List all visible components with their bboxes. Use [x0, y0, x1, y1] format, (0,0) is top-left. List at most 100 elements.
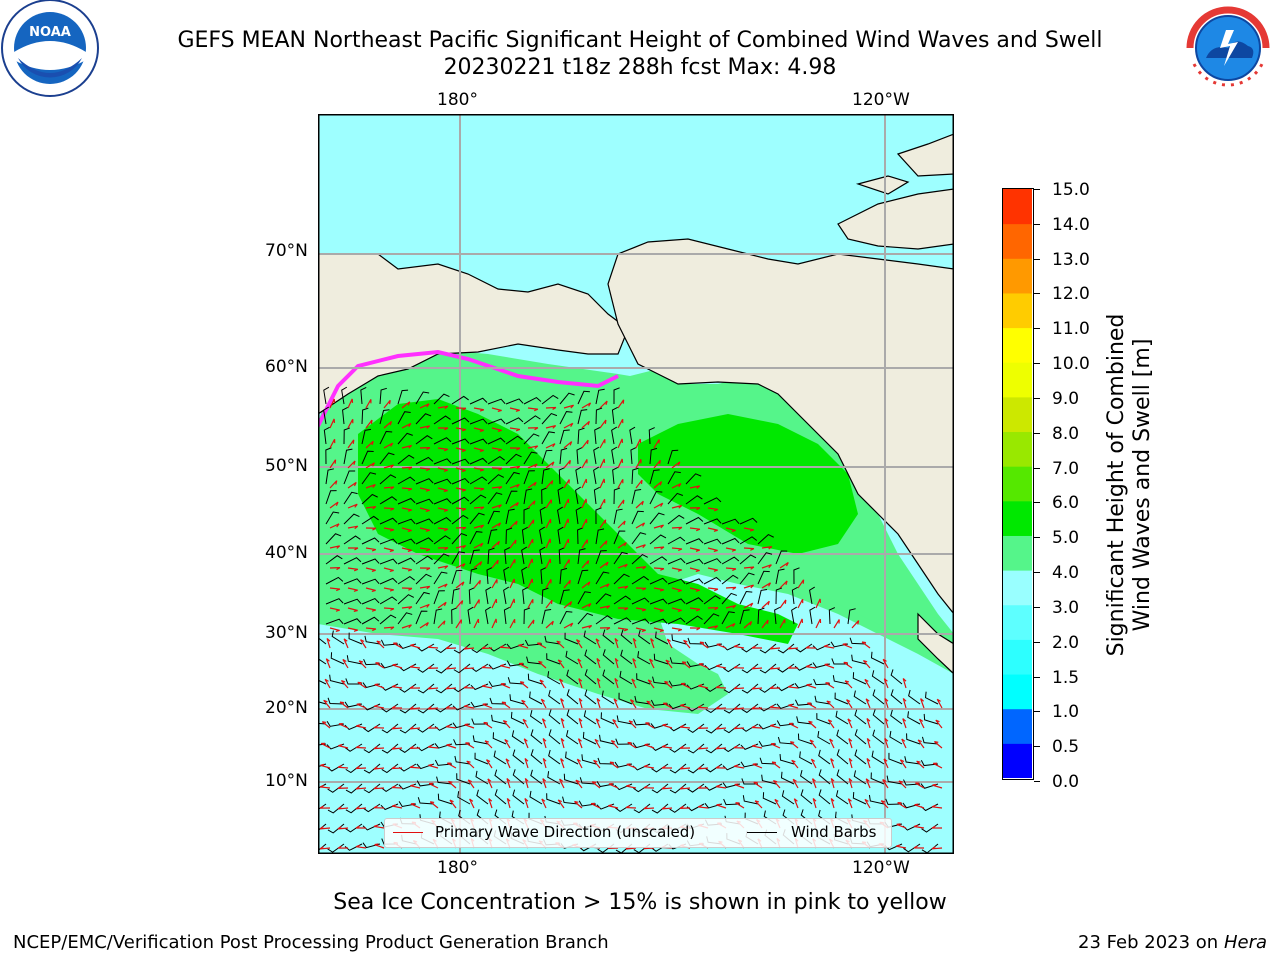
- colorbar-swatch: [1003, 258, 1032, 294]
- wind-barb: [774, 606, 781, 625]
- wave-direction-arrow: [488, 798, 493, 809]
- wind-barb: [648, 427, 655, 445]
- wind-barb: [890, 689, 903, 705]
- wave-direction-arrow: [830, 758, 835, 769]
- wave-direction-arrow: [599, 419, 607, 429]
- wave-direction-arrow: [797, 579, 805, 589]
- wave-direction-arrow: [599, 540, 608, 549]
- wave-direction-arrow: [914, 803, 925, 809]
- wave-direction-arrow: [715, 685, 727, 689]
- wind-barb: [345, 678, 363, 685]
- wave-direction-arrow: [383, 567, 394, 573]
- wave-direction-arrow: [518, 643, 529, 649]
- wind-barb: [703, 576, 722, 585]
- wind-barb: [723, 798, 741, 806]
- wave-direction-arrow: [653, 627, 664, 633]
- wind-barb: [908, 689, 921, 705]
- wave-direction-arrow: [697, 746, 709, 750]
- wave-direction-arrow: [902, 697, 907, 709]
- wave-direction-arrow: [445, 666, 457, 670]
- wave-direction-arrow: [559, 778, 565, 789]
- wind-barb: [818, 769, 831, 785]
- wave-direction-arrow: [419, 527, 430, 532]
- sea-ice-edge: [318, 349, 619, 427]
- wave-direction-arrow: [617, 563, 628, 569]
- wind-barb: [781, 790, 795, 805]
- wind-barb: [318, 743, 327, 746]
- wind-barb: [325, 490, 337, 505]
- wave-direction-arrow: [792, 778, 799, 789]
- wave-direction-arrow: [559, 678, 565, 689]
- wind-barb: [546, 653, 561, 665]
- wind-barb: [703, 518, 722, 525]
- wave-direction-arrow: [861, 641, 871, 649]
- wind-barb: [475, 770, 489, 785]
- wave-direction-arrow: [563, 601, 573, 609]
- wave-direction-arrow: [527, 463, 538, 469]
- wind-barb: [559, 392, 575, 405]
- wind-barb: [685, 597, 704, 605]
- wave-direction-arrow: [734, 783, 745, 789]
- wind-barb: [649, 447, 658, 465]
- wave-direction-arrow: [599, 605, 611, 609]
- wave-direction-arrow: [324, 678, 331, 689]
- wave-direction-arrow: [843, 661, 853, 669]
- wind-barb: [548, 689, 561, 705]
- wave-direction-arrow: [509, 598, 516, 609]
- wave-direction-arrow: [365, 627, 377, 632]
- wave-direction-arrow: [347, 503, 358, 509]
- wind-barb: [836, 749, 849, 765]
- wave-direction-arrow: [671, 461, 681, 469]
- wave-direction-arrow: [761, 564, 772, 569]
- nws-logo-icon: [1176, 0, 1280, 100]
- wind-barb: [323, 406, 330, 425]
- wave-direction-arrow: [455, 447, 466, 452]
- wind-barb: [527, 673, 543, 685]
- wave-direction-arrow: [527, 558, 534, 569]
- colorbar-tick-label: 4.0: [1052, 563, 1080, 584]
- wave-direction-arrow: [401, 624, 412, 629]
- wave-direction-arrow: [473, 561, 483, 569]
- wave-direction-arrow: [491, 579, 498, 589]
- wind-barb: [343, 535, 361, 545]
- wave-direction-arrow: [631, 678, 637, 689]
- wind-barb: [759, 757, 777, 765]
- wave-direction-arrow: [743, 584, 754, 589]
- wind-barb: [649, 534, 667, 545]
- wave-direction-arrow: [635, 544, 646, 549]
- wave-direction-arrow: [473, 427, 484, 432]
- lat-label-50n: 50°N: [265, 456, 308, 476]
- colorbar-tick-label: 10.0: [1052, 354, 1090, 375]
- wave-direction-arrow: [329, 418, 336, 429]
- wave-direction-arrow: [419, 507, 430, 513]
- wind-barb: [832, 675, 849, 685]
- colorbar-tick-label: 6.0: [1052, 493, 1080, 514]
- noaa-logo-text: NOAA: [29, 25, 71, 40]
- wave-direction-arrow: [401, 466, 413, 470]
- wave-direction-arrow: [769, 646, 781, 650]
- wave-direction-arrow: [689, 567, 700, 573]
- wave-direction-arrow: [649, 658, 655, 669]
- colorbar-swatch: [1003, 431, 1032, 467]
- wind-barb: [601, 690, 615, 705]
- wind-barb: [739, 517, 758, 525]
- wind-barb: [469, 531, 483, 545]
- wind-barb: [397, 497, 416, 505]
- wind-barb: [491, 714, 507, 725]
- wind-barb: [565, 650, 579, 665]
- wind-barb: [486, 567, 493, 585]
- wind-barb: [686, 661, 705, 668]
- colorbar-tick-mark: [1034, 746, 1040, 748]
- wave-direction-arrow: [725, 527, 736, 533]
- wave-direction-arrow: [679, 724, 691, 729]
- wave-direction-arrow: [599, 561, 609, 569]
- wave-direction-arrow: [848, 757, 853, 769]
- wave-direction-arrow: [707, 527, 718, 532]
- wind-barb: [871, 670, 885, 685]
- wind-barb: [433, 553, 450, 565]
- colorbar-swatch: [1003, 362, 1032, 398]
- wave-direction-legend-label: Primary Wave Direction (unscaled): [435, 823, 696, 841]
- land-canada: [607, 238, 954, 615]
- wave-direction-arrow: [599, 400, 608, 409]
- wave-direction-arrow: [524, 758, 529, 769]
